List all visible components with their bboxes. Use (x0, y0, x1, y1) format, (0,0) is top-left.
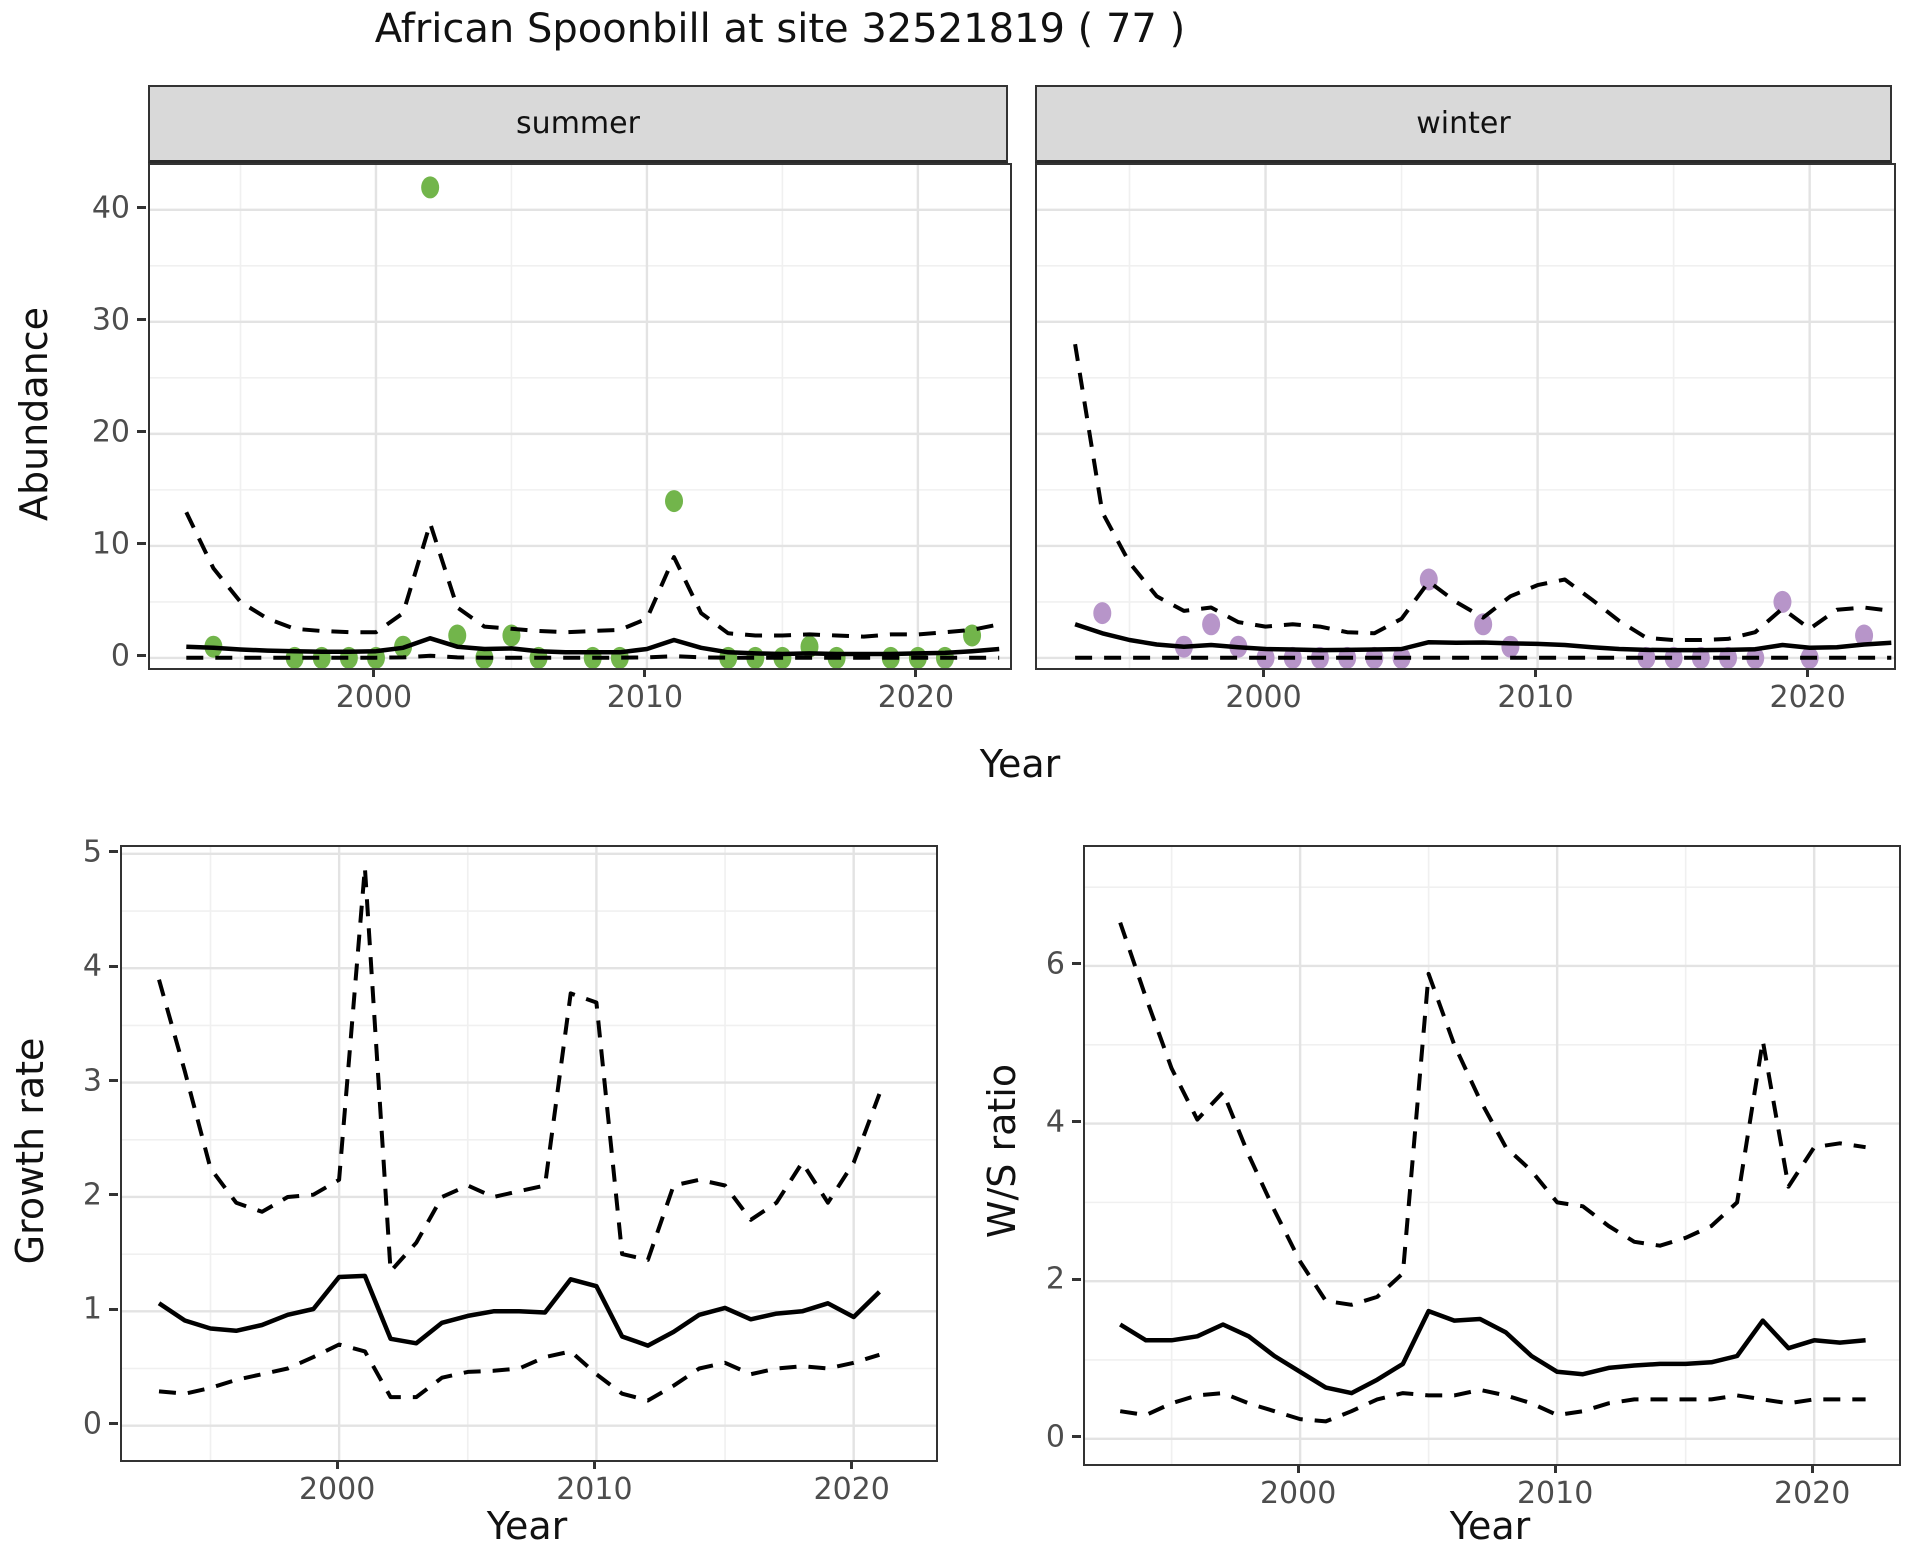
y-axis-title-ws-ratio: W/S ratio (980, 1063, 1024, 1239)
x-tick-mark (335, 1460, 339, 1469)
x-axis-title-growth-rate: Year (486, 1504, 568, 1548)
ci-lower-line (158, 1342, 880, 1403)
y-tick-mark (1072, 1435, 1081, 1439)
x-tick-label: 2020 (1769, 680, 1846, 715)
median-line (1119, 1308, 1866, 1396)
data-point (1501, 635, 1520, 658)
y-tick-mark (137, 654, 146, 658)
y-axis-title-growth-rate: Growth rate (8, 1037, 52, 1265)
median-line (1074, 622, 1892, 653)
x-tick-label: 2010 (1497, 680, 1574, 715)
y-tick-mark (137, 542, 146, 546)
x-tick-label: 2000 (335, 680, 413, 715)
y-tick-label: 5 (82, 834, 102, 870)
data-point (1202, 613, 1221, 636)
facet-strip-winter: winter (1035, 85, 1892, 163)
data-point (665, 490, 684, 513)
x-tick-mark (592, 1460, 596, 1469)
data-point (1419, 568, 1438, 591)
y-tick-label: 2 (82, 1177, 102, 1213)
data-point (1093, 602, 1112, 625)
median-line (186, 636, 1000, 657)
x-axis-title-top: Year (979, 742, 1061, 786)
x-tick-label: 2010 (1516, 1476, 1594, 1511)
y-tick-label: 6 (1045, 946, 1065, 982)
data-point (448, 624, 467, 647)
data-point (1773, 590, 1792, 613)
y-tick-mark (137, 318, 146, 322)
y-tick-mark (137, 206, 146, 210)
y-tick-mark (109, 1422, 118, 1426)
y-tick-label: 0 (82, 1406, 102, 1442)
y-tick-label: 1 (82, 1291, 102, 1327)
x-tick-label: 2020 (813, 1472, 890, 1507)
y-tick-label: 3 (82, 1063, 102, 1099)
y-tick-label: 2 (1045, 1261, 1065, 1297)
x-tick-label: 2010 (606, 680, 684, 715)
y-tick-mark (109, 964, 118, 968)
y-tick-mark (109, 850, 118, 854)
ci-upper-line (184, 511, 1000, 639)
x-tick-label: 2010 (556, 1472, 633, 1507)
y-tick-label: 0 (110, 638, 130, 674)
panel-growth-rate (120, 845, 938, 1462)
panel-ws-ratio (1083, 845, 1901, 1466)
y-tick-label: 10 (91, 526, 130, 562)
x-tick-mark (914, 668, 918, 677)
y-tick-label: 20 (91, 414, 130, 450)
x-tick-label: 2000 (1225, 680, 1302, 715)
y-tick-label: 40 (91, 190, 130, 226)
data-point (1474, 613, 1493, 636)
x-tick-label: 2020 (877, 680, 955, 715)
panel-abundance-summer (148, 163, 1012, 670)
y-tick-label: 4 (1045, 1104, 1065, 1140)
y-tick-label: 4 (82, 948, 102, 984)
y-tick-mark (109, 1079, 118, 1083)
ci-upper-line (157, 865, 882, 1274)
x-tick-label: 2000 (298, 1472, 376, 1507)
ci-lower-line (1119, 1387, 1866, 1424)
facet-strip-summer: summer (148, 85, 1008, 163)
y-tick-mark (1072, 1277, 1081, 1281)
x-tick-mark (1810, 1464, 1814, 1473)
x-tick-label: 2020 (1773, 1476, 1851, 1511)
x-tick-mark (1806, 668, 1810, 677)
y-tick-mark (109, 1193, 118, 1197)
x-tick-mark (1553, 1464, 1557, 1473)
y-tick-mark (1072, 1120, 1081, 1124)
x-tick-mark (850, 1460, 854, 1469)
y-tick-label: 0 (1045, 1419, 1065, 1455)
data-point (1855, 624, 1874, 647)
data-point (963, 624, 982, 647)
data-point (1637, 646, 1656, 668)
panel-abundance-winter (1035, 163, 1896, 670)
chart-title: African Spoonbill at site 32521819 ( 77 … (374, 6, 1186, 52)
x-tick-mark (1262, 668, 1266, 677)
y-tick-mark (109, 1307, 118, 1311)
y-tick-mark (137, 430, 146, 434)
ci-upper-line (1073, 343, 1892, 642)
x-tick-mark (372, 668, 376, 677)
ci-lower-line (186, 653, 1000, 660)
y-axis-title-abundance: Abundance (12, 306, 56, 522)
facet-strip-summer-label: summer (516, 106, 640, 141)
ci-upper-line (1118, 921, 1866, 1307)
y-tick-label: 30 (91, 302, 130, 338)
x-tick-mark (1296, 1464, 1300, 1473)
x-tick-label: 2000 (1259, 1476, 1337, 1511)
x-axis-title-ws-ratio: Year (1449, 1504, 1531, 1548)
y-tick-mark (1072, 962, 1081, 966)
x-tick-mark (643, 668, 647, 677)
data-point (421, 176, 440, 199)
x-tick-mark (1534, 668, 1538, 677)
facet-strip-winter-label: winter (1416, 106, 1511, 141)
median-line (157, 1273, 881, 1348)
